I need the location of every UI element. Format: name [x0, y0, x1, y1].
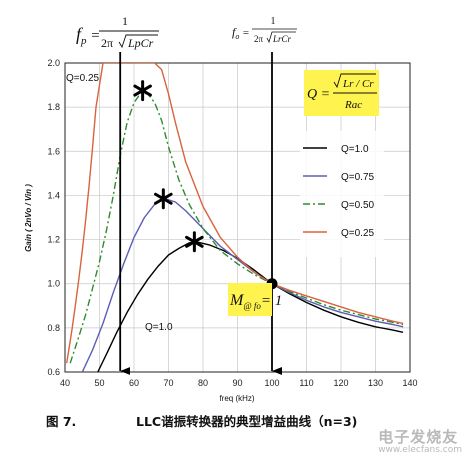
x-tick-label: 130: [368, 378, 383, 388]
figure-caption-text: LLC谐振转换器的典型增益曲线（n=3): [136, 414, 358, 429]
legend-label: Q=0.75: [341, 172, 375, 183]
q-eq-num: Lr / Cr: [342, 78, 374, 90]
x-tick-label: 60: [129, 378, 139, 388]
vertical-lines: [119, 52, 282, 375]
fp-den-rad: LpCr: [127, 36, 154, 50]
svg-text:2π: 2π: [101, 36, 113, 50]
legend-label: Q=0.25: [341, 228, 375, 239]
fo-sub: o: [235, 32, 239, 41]
fo-equation: fo = 1 2π LrCr: [232, 16, 297, 44]
peak-star-marker: [154, 188, 173, 210]
m-equation: M@ fo= 1: [228, 283, 282, 316]
x-tick-label: 90: [232, 378, 242, 388]
y-tick-label: 1.2: [47, 235, 60, 245]
fp-equation: fp = 1 2π LpCr: [76, 14, 159, 50]
x-tick-label: 70: [163, 378, 173, 388]
q-eq-lhs: Q =: [307, 87, 330, 102]
y-tick-label: 0.6: [47, 367, 60, 377]
y-tick-label: 0.8: [47, 323, 60, 333]
svg-text:2π: 2π: [254, 34, 264, 44]
peak-markers: [133, 80, 278, 290]
legend-background: [300, 131, 384, 257]
watermark: 电子发烧友 www.elecfans.com: [378, 426, 462, 455]
y-axis-title: Gain ( 2nVo / Vin ): [24, 184, 33, 252]
m-eq-sub: @ fo: [243, 301, 261, 311]
svg-text:fo =: fo =: [232, 25, 250, 41]
svg-text:M@ fo= 1: M@ fo= 1: [229, 292, 282, 311]
x-tick-label: 110: [299, 378, 313, 388]
fp-num: 1: [122, 14, 128, 28]
tick-labels: 40 50 60 70 80 90 100 110 120 130 140 0.6 0.8 1.0 1.2 1…: [47, 58, 417, 388]
series-line-Q075: [81, 198, 404, 372]
fo-lhs: f: [232, 25, 237, 39]
x-tick-label: 80: [198, 378, 208, 388]
m-equation-highlight: [228, 283, 272, 316]
fp-den-prefix: 2π: [101, 36, 113, 50]
peak-star-marker: [133, 80, 152, 102]
q-equation: Q = Lr / Cr Rac: [304, 70, 379, 116]
series-line-Q050: [69, 92, 404, 364]
x-tick-label: 120: [333, 378, 348, 388]
series-line-Q025: [66, 63, 404, 364]
y-tick-label: 1.8: [47, 102, 60, 112]
fo-radical: [266, 31, 296, 44]
fo-num: 1: [271, 16, 276, 27]
legend-label: Q=0.50: [341, 200, 375, 211]
legend-label: Q=1.0: [341, 144, 369, 155]
q-radical: [333, 73, 376, 89]
fp-lhs: f: [76, 24, 84, 44]
m-eq-lhs: M: [229, 292, 245, 309]
fp-radical: [118, 34, 158, 49]
svg-text:fp =: fp =: [76, 24, 100, 47]
y-tick-label: 1.4: [47, 190, 60, 200]
series-group: [66, 63, 404, 372]
fo-den-prefix: 2π: [254, 34, 264, 44]
q-bottom-label: Q=1.0: [145, 322, 173, 333]
q-eq-den: Rac: [344, 99, 362, 111]
x-axis-title: freq (kHz): [219, 394, 254, 403]
q-top-label: Q=0.25: [66, 73, 100, 84]
y-tick-label: 2.0: [47, 58, 60, 68]
y-tick-label: 1.6: [47, 146, 60, 156]
x-tick-label: 50: [94, 378, 104, 388]
series-line-Q10: [97, 241, 404, 372]
m-eq-rhs: = 1: [261, 293, 282, 309]
watermark-main: 电子发烧友: [378, 428, 459, 446]
fp-sub: p: [80, 35, 87, 47]
plot-area-border: [64, 62, 411, 373]
x-tick-label: 100: [264, 378, 279, 388]
x-tick-label: 140: [402, 378, 417, 388]
figure-number: 图 7.: [46, 414, 77, 429]
y-tick-label: 1.0: [47, 279, 60, 289]
peak-star-marker: [185, 231, 204, 253]
legend: Q=1.0 Q=0.75 Q=0.50 Q=0.25: [300, 131, 384, 257]
watermark-sub: www.elecfans.com: [378, 445, 462, 455]
fo-den-rad: LrCr: [272, 34, 292, 44]
figure-caption: 图 7. LLC谐振转换器的典型增益曲线（n=3): [46, 411, 436, 430]
x-tick-label: 40: [60, 378, 70, 388]
